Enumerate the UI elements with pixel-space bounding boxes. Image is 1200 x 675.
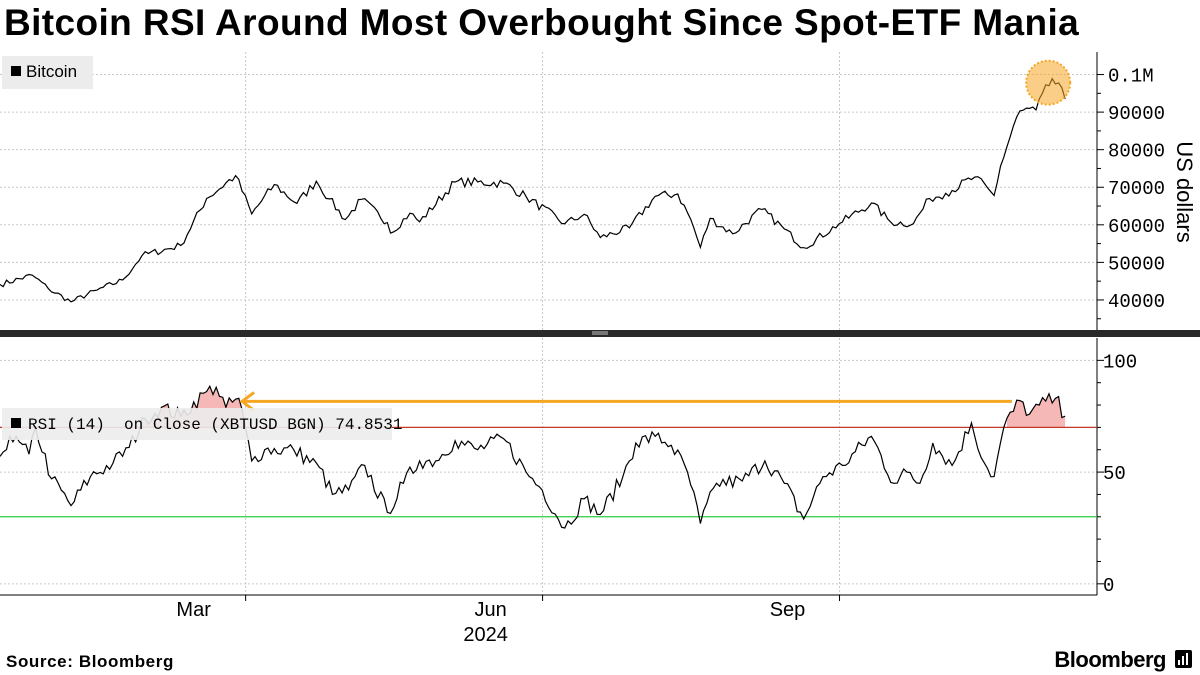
rsi-legend: RSI (14) on Close (XBTUSD BGN) 74.8531 xyxy=(2,408,402,440)
price-tick-label: 90000 xyxy=(1108,103,1165,125)
price-tick-label: 70000 xyxy=(1108,178,1165,200)
rsi-tick-label: 100 xyxy=(1103,351,1137,373)
price-grid xyxy=(0,52,1097,330)
chart-title: Bitcoin RSI Around Most Overbought Since… xyxy=(4,2,1080,43)
price-legend: Bitcoin xyxy=(2,56,93,89)
x-tick-label: Jun xyxy=(474,599,506,621)
legend-swatch xyxy=(11,418,21,428)
recent-peak-highlight xyxy=(1025,59,1072,106)
x-axis: Mar Jun Sep 2024 xyxy=(0,594,1097,645)
x-tick-label: Sep xyxy=(770,599,806,621)
price-y-axis: 40000 50000 60000 70000 80000 90000 0.1M xyxy=(1097,66,1165,320)
rsi-series-line xyxy=(0,384,1066,529)
rsi-tick-label: 50 xyxy=(1103,463,1126,485)
price-y-axis-label: US dollars xyxy=(1172,141,1197,242)
chart-canvas: 40000 50000 60000 70000 80000 90000 0.1M 0 50 10… xyxy=(0,52,1200,645)
legend-swatch xyxy=(11,66,21,76)
rsi-y-axis: 0 50 100 xyxy=(1097,351,1137,597)
bloomberg-logo-text: Bloomberg xyxy=(1054,647,1166,672)
panel-divider-grip[interactable] xyxy=(592,331,608,335)
source-note: Source: Bloomberg xyxy=(6,652,174,671)
arrow-head xyxy=(239,391,255,412)
bloomberg-terminal-icon xyxy=(1175,650,1192,668)
price-tick-label: 0.1M xyxy=(1108,66,1154,88)
overbought-area xyxy=(1007,393,1066,428)
price-legend-label: Bitcoin xyxy=(26,62,77,81)
rsi-grid xyxy=(0,338,1097,595)
rsi-legend-label: RSI (14) on Close (XBTUSD BGN) 74.8531 xyxy=(28,416,402,434)
price-tick-label: 60000 xyxy=(1108,216,1165,238)
price-tick-label: 40000 xyxy=(1108,291,1165,313)
price-series-line xyxy=(0,77,1066,303)
x-tick-label: Mar xyxy=(176,599,211,621)
rsi-tick-label: 0 xyxy=(1103,575,1114,597)
x-year-label: 2024 xyxy=(463,624,508,645)
price-tick-label: 50000 xyxy=(1108,253,1165,275)
price-tick-label: 80000 xyxy=(1108,141,1165,163)
comparison-arrow xyxy=(239,391,1012,412)
